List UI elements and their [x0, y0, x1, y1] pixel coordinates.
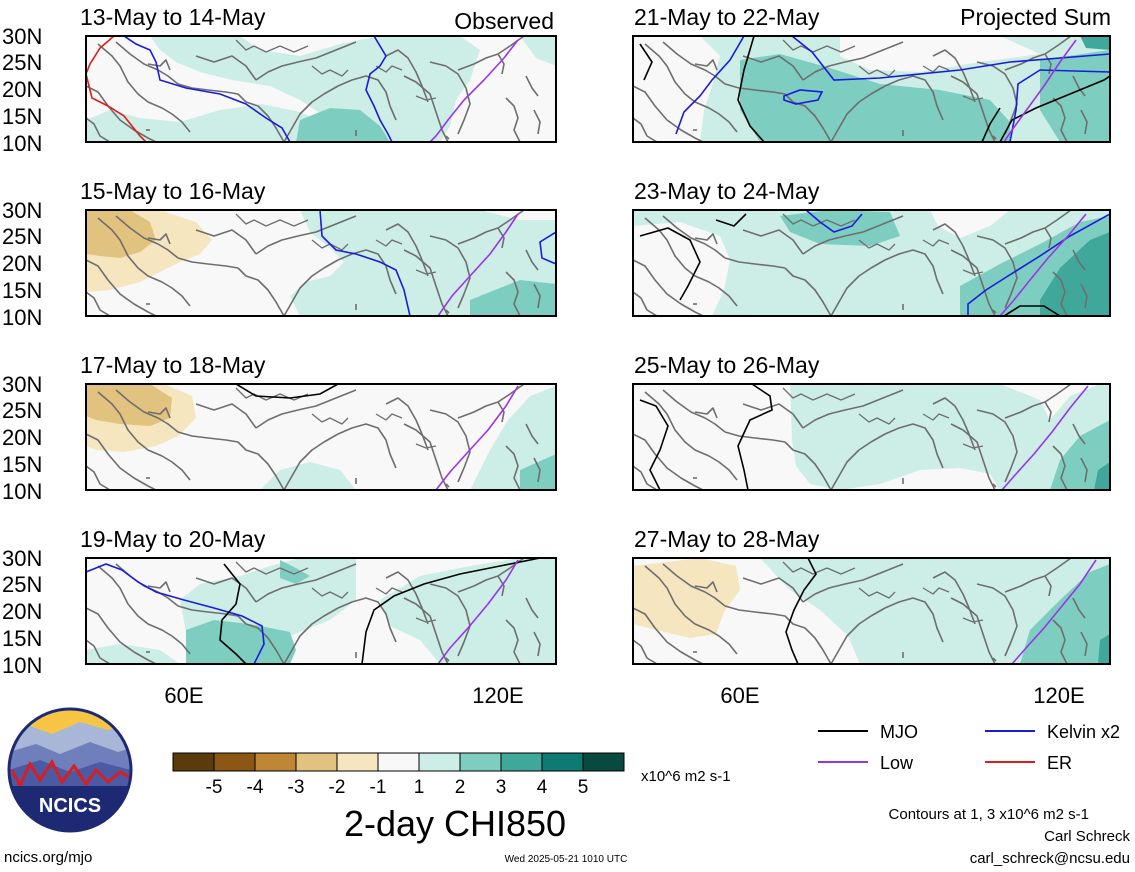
colorbar-tick-label: 4 [537, 777, 548, 798]
panel-tag-observed: Observed [454, 8, 554, 34]
panel-title-3: 17-May to 18-May [80, 352, 266, 378]
map-panel-13-may [85, 35, 557, 143]
lon-label-120e-left: 120E [472, 683, 523, 708]
svg-text:10N: 10N [2, 653, 42, 678]
svg-text:10N: 10N [2, 131, 42, 156]
map-panel-25-may [632, 383, 1111, 491]
legend-label-low: Low [880, 753, 914, 773]
colorbar-units: x10^6 m2 s-1 [641, 768, 731, 785]
svg-text:15N: 15N [2, 626, 42, 651]
panel-title-2: 15-May to 16-May [80, 178, 266, 204]
colorbar-tick-label: -4 [247, 777, 264, 798]
colorbar-tick-label: 3 [496, 777, 507, 798]
logo-text: NCICS [39, 795, 101, 817]
lon-label-120e-right: 120E [1033, 683, 1084, 708]
colorbar-swatch [418, 752, 461, 772]
svg-text:25N: 25N [2, 224, 42, 249]
map-panel-17-may [85, 383, 557, 491]
svg-text:15N: 15N [2, 104, 42, 129]
colorbar-tick-label: -2 [329, 777, 346, 798]
svg-text:10N: 10N [2, 305, 42, 330]
svg-text:25N: 25N [2, 50, 42, 75]
map-panel-27-may [632, 557, 1111, 665]
svg-text:15N: 15N [2, 452, 42, 477]
lat-labels-row4: 30N 25N 20N 15N 10N [2, 546, 42, 678]
colorbar-tick-label: -1 [370, 777, 387, 798]
colorbar: -5 -4 -3 -2 -1 1 2 3 4 5 [172, 752, 625, 798]
figure-title: 2-day CHI850 [344, 803, 566, 844]
colorbar-swatch [295, 752, 338, 772]
colorbar-tick-label: -5 [206, 777, 223, 798]
svg-text:30N: 30N [2, 546, 42, 571]
svg-text:20N: 20N [2, 251, 42, 276]
colorbar-swatch [500, 752, 543, 772]
colorbar-swatch [377, 752, 420, 772]
svg-text:30N: 30N [2, 372, 42, 397]
svg-text:20N: 20N [2, 77, 42, 102]
legend-label-kelvin: Kelvin x2 [1047, 722, 1120, 742]
map-panel-23-may [632, 209, 1111, 317]
colorbar-tick-label: 5 [578, 777, 589, 798]
map-panel-15-may [85, 209, 557, 317]
timestamp: Wed 2025-05-21 1010 UTC [505, 854, 628, 865]
svg-text:25N: 25N [2, 572, 42, 597]
colorbar-swatch [254, 752, 297, 772]
svg-text:20N: 20N [2, 599, 42, 624]
map-panel-21-may [632, 35, 1111, 143]
colorbar-swatch [459, 752, 502, 772]
lon-label-60e-right: 60E [720, 683, 759, 708]
panel-title-4: 19-May to 20-May [80, 526, 266, 552]
svg-text:30N: 30N [2, 24, 42, 49]
colorbar-tick-label: 1 [414, 777, 425, 798]
legend-label-er: ER [1047, 753, 1072, 773]
panel-tag-projected: Projected Sum [960, 4, 1111, 30]
map-panel-19-may [85, 557, 557, 665]
svg-text:10N: 10N [2, 479, 42, 504]
colorbar-tick-label: -3 [288, 777, 305, 798]
legend: MJO Kelvin x2 Low ER [818, 722, 1120, 773]
legend-label-mjo: MJO [880, 722, 918, 742]
lon-label-60e-left: 60E [164, 683, 203, 708]
author-name: Carl Schreck [1044, 828, 1130, 845]
svg-text:25N: 25N [2, 398, 42, 423]
lat-labels-row3: 30N 25N 20N 15N 10N [2, 372, 42, 504]
colorbar-swatch [336, 752, 379, 772]
colorbar-swatch [582, 752, 625, 772]
panel-title-6: 23-May to 24-May [634, 178, 820, 204]
svg-text:15N: 15N [2, 278, 42, 303]
panel-title-7: 25-May to 26-May [634, 352, 820, 378]
colorbar-swatch [172, 752, 215, 772]
panel-title-8: 27-May to 28-May [634, 526, 820, 552]
site-link[interactable]: ncics.org/mjo [4, 849, 92, 866]
panel-title-1: 13-May to 14-May [80, 4, 266, 30]
svg-text:20N: 20N [2, 425, 42, 450]
lat-labels-row2: 30N 25N 20N 15N 10N [2, 198, 42, 330]
contour-note: Contours at 1, 3 x10^6 m2 s-1 [889, 806, 1089, 823]
author-email[interactable]: carl_schreck@ncsu.edu [970, 850, 1130, 867]
svg-text:30N: 30N [2, 198, 42, 223]
ncics-logo: NCICS [7, 707, 133, 833]
colorbar-tick-label: 2 [455, 777, 466, 798]
panel-title-5: 21-May to 22-May [634, 4, 820, 30]
lat-labels-row1: 30N 25N 20N 15N 10N [2, 24, 42, 156]
colorbar-swatch [541, 752, 584, 772]
colorbar-swatch [213, 752, 256, 772]
